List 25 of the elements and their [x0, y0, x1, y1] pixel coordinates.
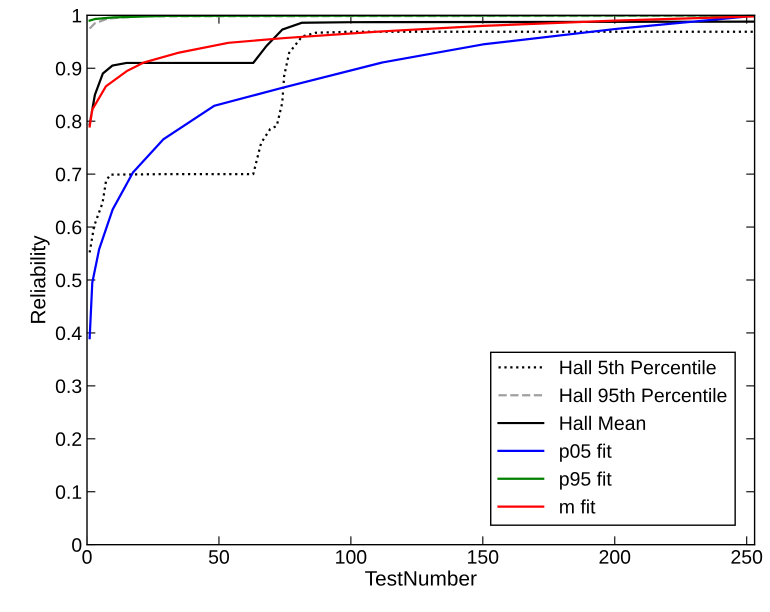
y-tick-label: 0.8: [56, 114, 82, 128]
x-axis-title: TestNumber: [365, 570, 477, 586]
y-tick-label: 0.7: [56, 168, 82, 182]
y-tick-label: 0.3: [56, 379, 82, 394]
x-tick-label: 0: [82, 550, 92, 564]
y-tick-label: 0: [72, 538, 82, 552]
x-tick-label: 150: [468, 550, 498, 564]
y-axis-title: Reliability: [30, 235, 50, 323]
legend-label: p95 fit: [560, 471, 612, 490]
legend-label: Hall Mean: [560, 416, 646, 430]
x-tick-label: 250: [731, 550, 762, 564]
y-tick-label: 0.6: [56, 220, 82, 234]
legend-label: Hall 5th Percentile: [560, 360, 716, 374]
legend-label: Hall 95th Percentile: [560, 388, 727, 402]
y-tick-label: 1: [72, 8, 82, 22]
legend-label: p05 fit: [560, 444, 612, 462]
legend-label: m fit: [560, 499, 596, 514]
x-tick-label: 200: [600, 550, 630, 564]
y-tick-label: 0.1: [56, 485, 82, 499]
x-tick-label: 100: [336, 550, 366, 564]
y-tick-label: 0.5: [56, 273, 82, 288]
y-tick-label: 0.2: [56, 432, 82, 446]
y-tick-label: 0.4: [56, 326, 82, 340]
x-tick-label: 50: [208, 550, 229, 564]
y-tick-label: 0.9: [56, 62, 82, 76]
